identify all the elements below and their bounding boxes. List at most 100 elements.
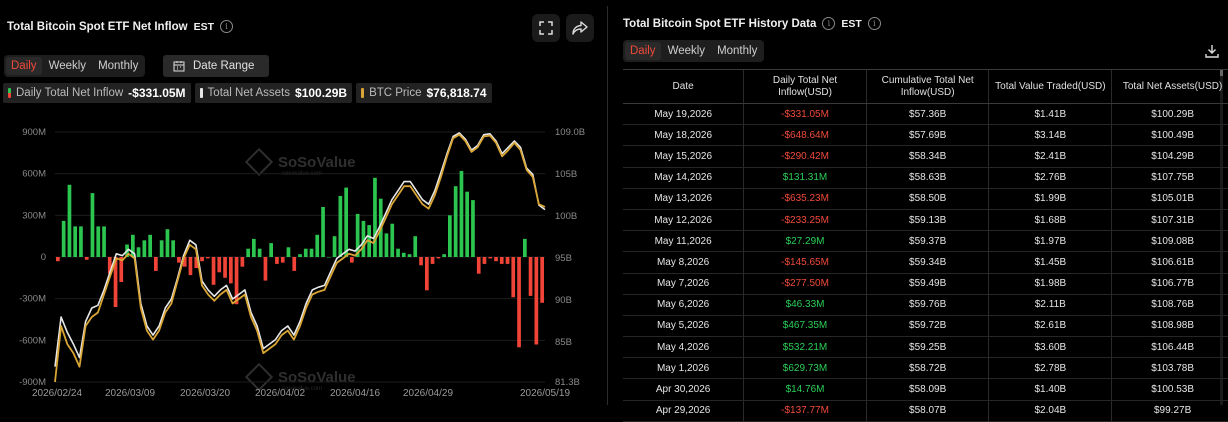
x-tick-label: 2026/04/02 bbox=[255, 388, 305, 399]
y-right-tick-label: 85B bbox=[555, 337, 572, 348]
table-row[interactable]: May 15,2026 -$290.42M $58.34B $2.41B $104.29… bbox=[623, 145, 1228, 168]
table-cell: -$233.25M bbox=[743, 209, 867, 232]
table-row[interactable]: May 7,2026 -$277.50M $59.49B $1.98B $106.77B bbox=[623, 273, 1228, 295]
y-right-tick-label: 105B bbox=[555, 169, 577, 180]
inflow-bar bbox=[211, 257, 216, 285]
table-cell: May 1,2026 bbox=[623, 357, 744, 380]
table-row[interactable]: Apr 30,2026 $14.76M $58.09B $1.40B $100.53B bbox=[623, 378, 1228, 401]
table-cell: -$277.50M bbox=[743, 273, 867, 295]
inflow-bar bbox=[419, 257, 423, 266]
inflow-bar bbox=[298, 254, 302, 257]
table-cell: $100.29B bbox=[1111, 103, 1228, 126]
inflow-bar bbox=[355, 213, 360, 257]
table-cell: $103.78B bbox=[1111, 357, 1228, 380]
table-cell: $46.33M bbox=[743, 294, 867, 316]
table-row[interactable]: May 13,2026 -$635.23M $58.50B $1.99B $105.01… bbox=[623, 188, 1228, 210]
table-cell: $467.35M bbox=[743, 315, 867, 338]
inflow-bars bbox=[56, 170, 544, 348]
table-row[interactable]: May 5,2026 $467.35M $59.72B $2.61B $108.98B bbox=[623, 315, 1228, 338]
info-icon[interactable]: i bbox=[822, 17, 836, 30]
table-cell: May 14,2026 bbox=[623, 167, 744, 189]
table-row[interactable]: May 18,2026 -$648.64M $57.69B $3.14B $100.49… bbox=[623, 124, 1228, 147]
table-row[interactable]: May 12,2026 -$233.25M $59.13B $1.68B $107.31… bbox=[623, 209, 1228, 232]
legend-net-assets[interactable]: Total Net Assets $100.29B bbox=[194, 83, 353, 103]
table-row[interactable]: May 1,2026 $629.73M $58.72B $2.78B $103.78B bbox=[623, 357, 1228, 380]
inflow-bar bbox=[453, 186, 458, 257]
inflow-bar bbox=[131, 234, 135, 257]
tab-monthly[interactable]: Monthly bbox=[98, 60, 139, 72]
table-row[interactable]: May 8,2026 -$145.65M $59.34B $1.45B $106.61B bbox=[623, 251, 1228, 274]
inflow-bar bbox=[154, 257, 158, 271]
tab-monthly[interactable]: Monthly bbox=[717, 45, 758, 57]
download-icon[interactable] bbox=[1205, 44, 1219, 58]
y-right-tick-label: 100B bbox=[555, 211, 577, 222]
left-period-tabs: Daily Weekly Monthly bbox=[4, 55, 146, 77]
inflow-bar bbox=[523, 238, 527, 257]
inflow-bar bbox=[73, 226, 77, 257]
table-cell: May 8,2026 bbox=[623, 251, 744, 274]
table-cell: $2.11B bbox=[988, 294, 1112, 316]
column-header[interactable]: Total Value Traded(USD) bbox=[988, 69, 1112, 104]
inflow-bar bbox=[200, 257, 204, 262]
table-row[interactable]: May 4,2026 $532.21M $59.25B $3.60B $106.44B bbox=[623, 336, 1228, 359]
x-tick-label: 2026/03/20 bbox=[180, 388, 230, 399]
table-cell: $58.63B bbox=[865, 167, 989, 189]
x-tick-label: 2026/04/29 bbox=[403, 388, 453, 399]
column-header[interactable]: Total Net Assets(USD) bbox=[1111, 69, 1228, 104]
column-header[interactable]: Daily Total Net Inflow(USD) bbox=[743, 69, 867, 104]
table-cell: $58.07B bbox=[865, 400, 989, 422]
inflow-bar bbox=[205, 257, 210, 259]
table-row[interactable]: May 14,2026 $131.31M $58.63B $2.76B $107.75B bbox=[623, 167, 1228, 189]
tab-daily[interactable]: Daily bbox=[625, 42, 661, 60]
table-row[interactable]: May 11,2026 $27.29M $59.37B $1.97B $109.08B bbox=[623, 230, 1228, 253]
info-icon[interactable]: i bbox=[867, 17, 881, 30]
table-row[interactable]: Apr 29,2026 -$137.77M $58.07B $2.04B $99.27B bbox=[623, 400, 1228, 422]
y-left-tick-label: -900M bbox=[19, 377, 46, 388]
table-cell: $107.31B bbox=[1111, 209, 1228, 232]
inflow-bar bbox=[67, 184, 72, 257]
inflow-bar bbox=[61, 220, 66, 257]
table-row[interactable]: May 19,2026 -$331.05M $57.36B $1.41B $100.29… bbox=[623, 103, 1228, 126]
table-cell: $3.60B bbox=[988, 336, 1112, 359]
column-header[interactable]: Cumulative Total Net Inflow(USD) bbox=[865, 69, 989, 104]
table-cell: $59.34B bbox=[865, 251, 989, 274]
history-title: Total Bitcoin Spot ETF History Data bbox=[623, 17, 817, 30]
inflow-bar bbox=[159, 240, 164, 257]
inflow-bar bbox=[102, 226, 106, 257]
tab-weekly[interactable]: Weekly bbox=[667, 45, 706, 57]
legend-label: Total Net Assets bbox=[207, 87, 291, 99]
table-row[interactable]: May 6,2026 $46.33M $59.76B $2.11B $108.76B bbox=[623, 294, 1228, 316]
axis-ticks: 900M 600M 300M 0 -300M -600M -900M 109.0B 105B 10… bbox=[19, 127, 585, 399]
table-cell: $59.49B bbox=[865, 273, 989, 295]
inflow-bar bbox=[263, 257, 268, 281]
inflow-bar bbox=[482, 257, 487, 264]
tab-weekly[interactable]: Weekly bbox=[48, 60, 87, 72]
share-button[interactable] bbox=[566, 14, 594, 42]
date-range-button[interactable]: Date Range bbox=[163, 55, 269, 77]
net-inflow-chart[interactable]: SoSoValuesosovalue.comSoSoValuesosovalue… bbox=[0, 105, 604, 405]
info-icon[interactable]: i bbox=[220, 20, 233, 33]
column-header[interactable]: Date bbox=[623, 69, 744, 104]
table-cell: $59.37B bbox=[865, 230, 989, 253]
table-cell: $1.40B bbox=[988, 378, 1112, 401]
legend-btc-price[interactable]: BTC Price $76,818.74 bbox=[356, 83, 492, 103]
tab-daily[interactable]: Daily bbox=[6, 57, 42, 75]
chart-legend: Daily Total Net Inflow -$331.05M Total N… bbox=[3, 83, 492, 103]
table-cell: $2.04B bbox=[988, 400, 1112, 422]
y-right-tick-label: 90B bbox=[555, 295, 572, 306]
inflow-bar bbox=[286, 247, 291, 257]
fullscreen-button[interactable] bbox=[532, 14, 560, 42]
table-cell: $59.72B bbox=[865, 315, 989, 338]
history-table: Date Daily Total Net Inflow(USD) Cumulat… bbox=[623, 69, 1228, 422]
legend-net-inflow[interactable]: Daily Total Net Inflow -$331.05M bbox=[3, 83, 191, 103]
watermark-logo bbox=[244, 147, 274, 177]
table-cell: $99.27B bbox=[1111, 400, 1228, 422]
table-cell: $58.50B bbox=[865, 188, 989, 210]
table-cell: $106.77B bbox=[1111, 273, 1228, 295]
inflow-bar bbox=[488, 257, 493, 259]
inflow-bar bbox=[113, 257, 118, 307]
legend-swatch bbox=[199, 88, 203, 98]
history-panel: Total Bitcoin Spot ETF History Data i ES… bbox=[613, 0, 1228, 422]
inflow-bar bbox=[142, 240, 147, 257]
inflow-bar bbox=[407, 254, 412, 257]
